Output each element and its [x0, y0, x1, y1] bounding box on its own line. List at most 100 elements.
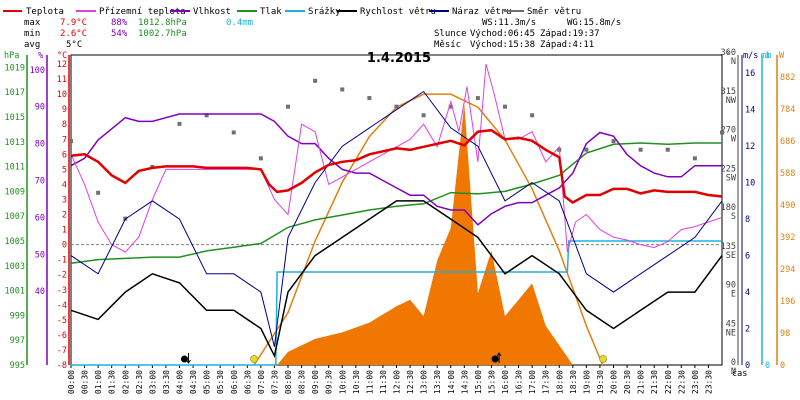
legend-label-teplota: Teplota — [26, 7, 64, 17]
tick-wind-dir-deg: 315 — [721, 87, 736, 97]
tick-wind-dir-deg: 360 — [721, 48, 736, 58]
x-tick-label: 14:30 — [460, 370, 469, 394]
x-tick-label: 07:00 — [257, 370, 266, 394]
stats-max-press: 1012.8hPa — [138, 18, 187, 28]
x-tick-label: 22:00 — [664, 370, 673, 394]
wind-dir-point — [313, 78, 318, 83]
tick-pressure_hpa: 997 — [10, 336, 25, 346]
tick-temperature_c: -5 — [57, 316, 67, 326]
x-tick-label: 10:30 — [352, 370, 361, 394]
x-tick-label: 12:30 — [406, 370, 415, 394]
stats-max-rain: 0.4mm — [226, 18, 253, 28]
wind-dir-point — [286, 104, 290, 109]
tick-pressure_hpa: 1013 — [5, 138, 25, 148]
tick-solar-w: 784 — [780, 105, 795, 115]
unit-temp: °C — [57, 51, 67, 61]
series-vlhkost — [70, 113, 722, 226]
tick-solar-w: 490 — [780, 201, 795, 211]
legend: Teplota Přízemní teplota Vlhkost Tlak Sr… — [3, 7, 581, 17]
tick-wind-ms: 10 — [745, 179, 755, 189]
tick-wind-dir-deg: 270 — [721, 126, 736, 136]
unit-w: W — [779, 51, 785, 61]
x-tick-label: 20:30 — [623, 370, 632, 394]
tick-wind-ms: 16 — [745, 69, 755, 79]
wind-dir-point — [448, 104, 453, 109]
x-tick-label: 12:00 — [393, 370, 402, 394]
x-tick-label: 03:30 — [162, 370, 171, 394]
wind-dir-point — [611, 139, 616, 144]
x-tick-label: 18:30 — [569, 370, 578, 394]
wind-dir-point — [475, 96, 480, 101]
x-tick-label: 02:30 — [135, 370, 144, 394]
x-tick-label: 23:30 — [704, 370, 713, 394]
legend-label-vlhkost: Vlhkost — [193, 7, 231, 17]
x-tick-label: 02:00 — [121, 370, 130, 394]
x-tick-label: 03:00 — [148, 370, 157, 394]
wind-dir-point — [720, 130, 724, 135]
tick-solar-w: 392 — [780, 233, 795, 243]
tick-wind-dir-label: E — [731, 290, 736, 300]
tick-pressure_hpa: 1001 — [5, 287, 25, 297]
tick-solar-w: 98 — [780, 329, 790, 339]
wind-dir-point — [530, 113, 535, 118]
x-tick-label: 08:30 — [298, 370, 307, 394]
tick-solar-w: 882 — [780, 73, 795, 83]
sun-set: Západ:19:37 — [540, 29, 600, 39]
tick-wind-dir-deg: 90 — [726, 281, 736, 291]
tick-humidity_pct: 70 — [35, 176, 45, 186]
tick-temperature_c: 4 — [62, 180, 67, 190]
tick-humidity_pct: 60 — [35, 213, 45, 223]
tick-temperature_c: 8 — [62, 120, 67, 130]
series-srazky — [71, 240, 722, 366]
tick-pressure_hpa: 1007 — [5, 212, 25, 222]
axis-unit-labels: hPa % °C ° m/s mm W čas — [4, 51, 785, 379]
tick-wind-ms: 12 — [745, 142, 755, 152]
x-tick-label: 00:30 — [81, 370, 90, 394]
x-tick-label: 16:30 — [515, 370, 524, 394]
tick-pressure_hpa: 1003 — [5, 262, 25, 272]
sun-label: Slunce — [434, 29, 467, 39]
tick-temperature_c: 10 — [57, 90, 67, 100]
tick-temperature_c: -1 — [57, 256, 67, 266]
tick-temperature_c: -7 — [57, 346, 67, 356]
tick-pressure_hpa: 1017 — [5, 88, 25, 98]
wind-ws: WS:11.3m/s — [482, 18, 536, 28]
stats-min-label: min — [24, 29, 40, 39]
wind-dir-point — [96, 190, 101, 195]
x-tick-label: 15:30 — [487, 370, 496, 394]
x-tick-label: 04:30 — [189, 370, 198, 394]
plot-area: 9959979991001100310051007100910111013101… — [5, 48, 796, 394]
tick-wind-ms: 8 — [745, 215, 750, 225]
series-naraz-vetru — [70, 90, 723, 347]
moonset-marker — [180, 355, 188, 363]
wind-dir-point — [692, 156, 697, 161]
wind-dir-point — [584, 147, 589, 152]
stats-max-hum: 88% — [111, 18, 128, 28]
x-tick-label: 09:30 — [325, 370, 334, 394]
wind-dir-point — [204, 113, 209, 118]
tick-temperature_c: -4 — [57, 301, 67, 311]
sun-rise: Východ:06:45 — [470, 29, 535, 39]
tick-temperature_c: -8 — [57, 361, 67, 371]
series-prizemni-teplota — [70, 63, 723, 253]
wind-dir-point — [503, 104, 507, 109]
stats-max-label: max — [24, 18, 41, 28]
sunrise-marker — [250, 355, 258, 363]
tick-humidity_pct: 40 — [35, 287, 45, 297]
tick-wind-dir-label: NE — [726, 328, 736, 338]
x-tick-label: 04:00 — [176, 370, 185, 394]
tick-wind-dir-label: N — [731, 367, 736, 377]
tick-temperature_c: -3 — [57, 286, 67, 296]
wind-dir-point — [638, 147, 643, 152]
tick-rain-mm: 1 — [765, 51, 770, 61]
x-tick-label: 17:30 — [542, 370, 551, 394]
tick-wind-dir-deg: 135 — [721, 242, 736, 252]
stats-min-press: 1002.7hPa — [138, 29, 187, 39]
tick-solar-w: 294 — [780, 265, 795, 275]
tick-wind-dir-deg: 0 — [731, 358, 736, 368]
tick-temperature_c: 0 — [62, 241, 67, 251]
unit-mm: mm — [761, 51, 771, 61]
x-tick-label: 13:30 — [433, 370, 442, 394]
stats-min-temp: 2.6°C — [60, 29, 87, 39]
wind-dir-point — [340, 87, 345, 92]
